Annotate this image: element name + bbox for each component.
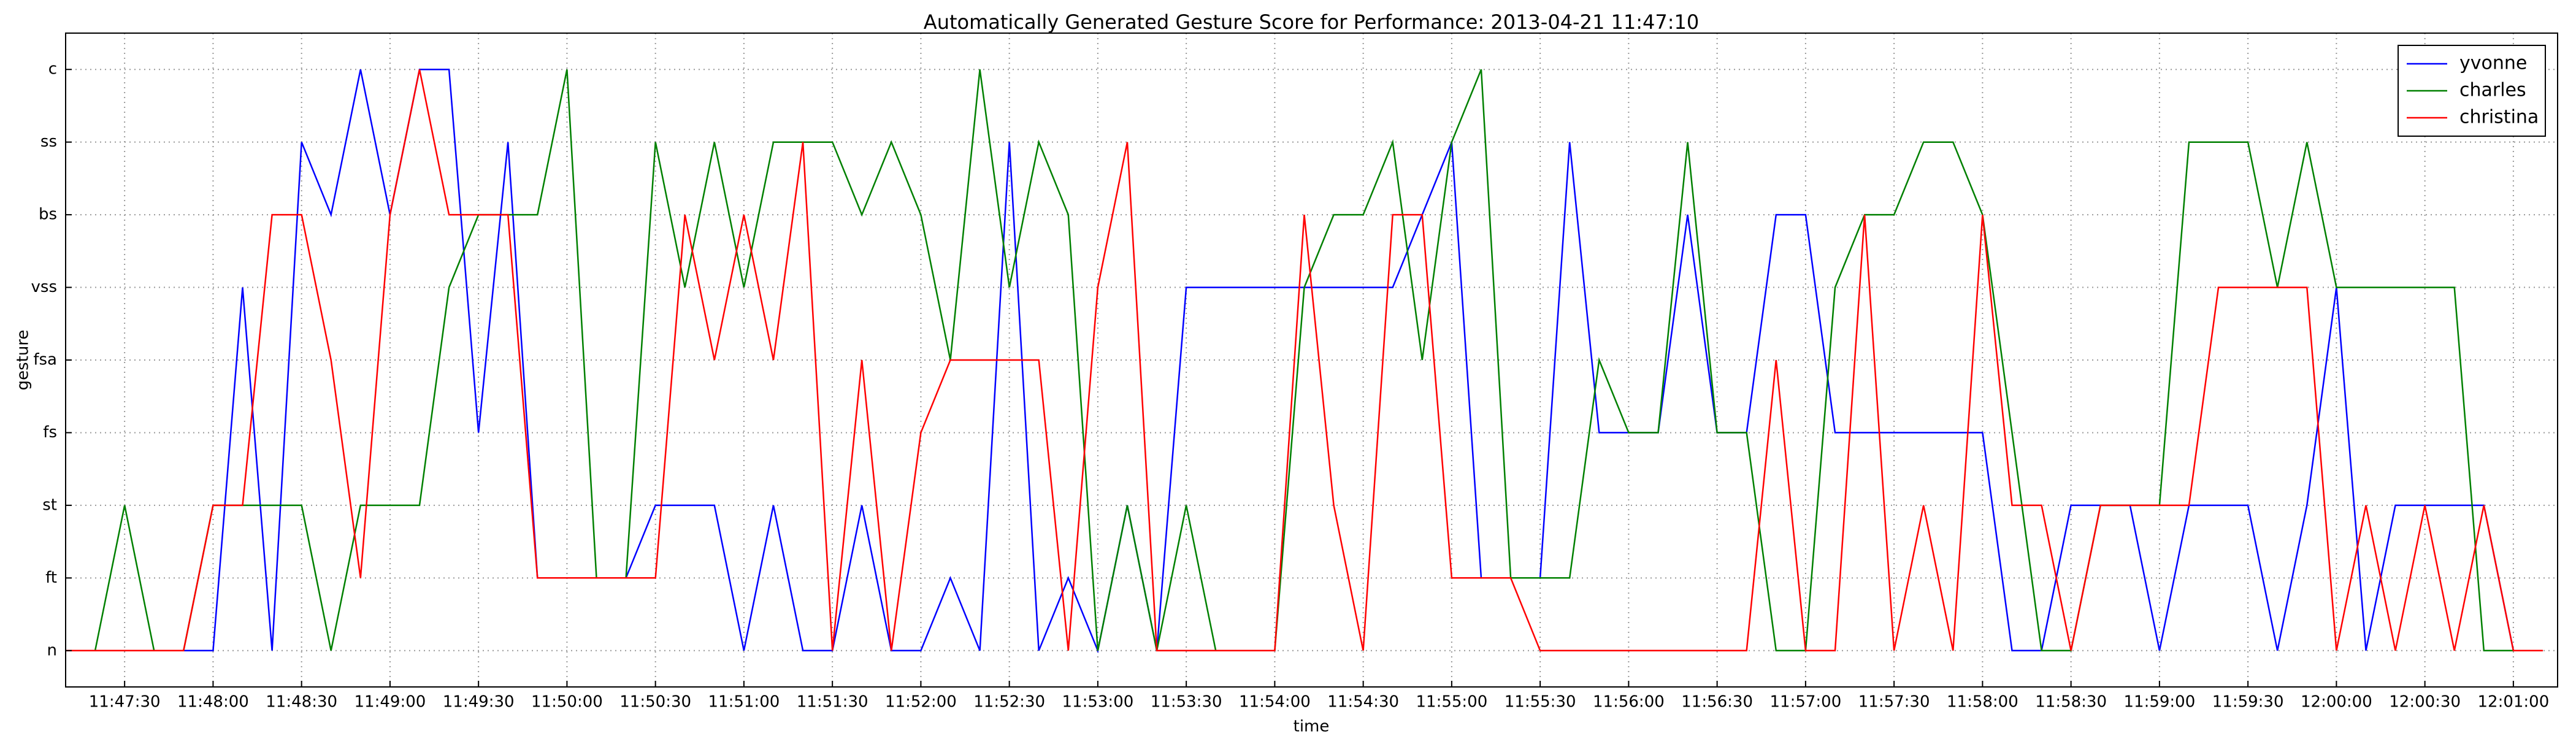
x-tick-label: 11:49:00 xyxy=(355,693,426,711)
x-tick-label: 11:52:00 xyxy=(885,693,957,711)
y-tick-label: ss xyxy=(40,132,57,151)
x-tick-label: 11:54:00 xyxy=(1239,693,1311,711)
legend-label: charles xyxy=(2459,80,2526,101)
x-tick-label: 11:57:00 xyxy=(1769,693,1841,711)
y-tick-label: fsa xyxy=(33,351,57,369)
x-axis-label: time xyxy=(1294,718,1330,736)
x-tick-label: 11:59:30 xyxy=(2212,693,2284,711)
x-tick-label: 11:56:30 xyxy=(1681,693,1753,711)
x-tick-label: 11:55:30 xyxy=(1505,693,1576,711)
x-tick-label: 12:00:00 xyxy=(2301,693,2372,711)
y-tick-label: bs xyxy=(39,205,57,224)
x-tick-label: 11:51:30 xyxy=(797,693,868,711)
x-tick-label: 11:58:30 xyxy=(2035,693,2107,711)
y-tick-label: c xyxy=(48,60,57,79)
y-tick-label: fs xyxy=(43,423,57,442)
x-tick-label: 11:57:30 xyxy=(1858,693,1930,711)
x-tick-label: 11:58:00 xyxy=(1947,693,2018,711)
x-tick-label: 11:59:00 xyxy=(2123,693,2195,711)
x-tick-label: 11:48:30 xyxy=(266,693,337,711)
x-tick-label: 11:50:30 xyxy=(619,693,691,711)
legend: yvonne charles christina xyxy=(2398,45,2546,137)
x-tick-label: 11:51:00 xyxy=(708,693,780,711)
x-tick-label: 12:00:30 xyxy=(2389,693,2461,711)
legend-label: christina xyxy=(2459,107,2539,128)
y-tick-label: vss xyxy=(31,278,57,296)
x-tick-label: 11:55:00 xyxy=(1416,693,1488,711)
x-tick-label: 11:53:00 xyxy=(1062,693,1134,711)
chart-title: Automatically Generated Gesture Score fo… xyxy=(924,10,1699,34)
x-tick-label: 11:49:30 xyxy=(443,693,515,711)
legend-label: yvonne xyxy=(2459,53,2527,74)
x-tick-label: 11:53:30 xyxy=(1151,693,1222,711)
line-series xyxy=(66,69,2543,652)
x-tick-label: 11:50:00 xyxy=(531,693,603,711)
y-tick-label: ft xyxy=(45,569,57,587)
lines xyxy=(66,68,2543,654)
x-tick-label: 11:47:30 xyxy=(89,693,161,711)
y-tick-label: n xyxy=(47,641,57,659)
x-tick-label: 11:48:00 xyxy=(177,693,249,711)
y-axis-label: gesture xyxy=(14,330,33,391)
x-tick-label: 11:56:00 xyxy=(1593,693,1665,711)
y-tick-label: st xyxy=(42,496,57,514)
x-tick-label: 11:54:30 xyxy=(1327,693,1399,711)
x-tick-label: 12:01:00 xyxy=(2477,693,2549,711)
x-tick-label: 11:52:30 xyxy=(973,693,1045,711)
